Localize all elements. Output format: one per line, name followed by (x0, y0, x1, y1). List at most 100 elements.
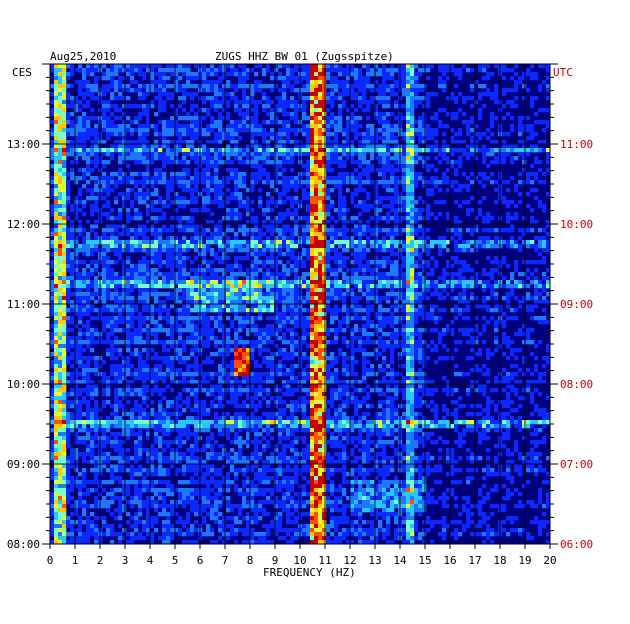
heatmap-cell (486, 152, 491, 157)
heatmap-cell (434, 184, 439, 189)
heatmap-cell (126, 284, 131, 289)
heatmap-cell (194, 156, 199, 161)
heatmap-cell (202, 252, 207, 257)
heatmap-cell (258, 88, 263, 93)
heatmap-cell (110, 152, 115, 157)
heatmap-cell (314, 108, 319, 113)
heatmap-cell (118, 224, 123, 229)
heatmap-cell (274, 296, 279, 301)
heatmap-cell (334, 80, 339, 85)
heatmap-cell (114, 132, 119, 137)
heatmap-cell (342, 140, 347, 145)
heatmap-cell (326, 256, 331, 261)
heatmap-cell (242, 128, 247, 133)
heatmap-cell (438, 284, 443, 289)
heatmap-cell (50, 280, 55, 285)
heatmap-cell (514, 240, 519, 245)
heatmap-cell (378, 152, 383, 157)
heatmap-cell (106, 128, 111, 133)
heatmap-cell (142, 300, 147, 305)
heatmap-cell (310, 216, 315, 221)
heatmap-cell (274, 164, 279, 169)
heatmap-cell (322, 276, 327, 281)
heatmap-cell (330, 104, 335, 109)
heatmap-cell (70, 300, 75, 305)
heatmap-cell (318, 284, 323, 289)
heatmap-cell (542, 260, 547, 265)
heatmap-cell (310, 244, 315, 249)
heatmap-cell (414, 120, 419, 125)
heatmap-cell (526, 124, 531, 129)
heatmap-cell (234, 244, 239, 249)
heatmap-cell (390, 304, 395, 309)
heatmap-cell (194, 168, 199, 173)
heatmap-cell (186, 76, 191, 81)
heatmap-cell (374, 204, 379, 209)
heatmap-cell (470, 232, 475, 237)
heatmap-cell (354, 272, 359, 277)
heatmap-cell (490, 172, 495, 177)
heatmap-cell (162, 172, 167, 177)
heatmap-cell (130, 268, 135, 273)
heatmap-cell (506, 284, 511, 289)
heatmap-cell (462, 284, 467, 289)
heatmap-cell (70, 148, 75, 153)
heatmap-cell (282, 180, 287, 185)
heatmap-cell (322, 280, 327, 285)
heatmap-cell (406, 272, 411, 277)
heatmap-cell (410, 88, 415, 93)
heatmap-cell (150, 204, 155, 209)
heatmap-cell (378, 92, 383, 97)
heatmap-cell (230, 132, 235, 137)
heatmap-cell (122, 192, 127, 197)
heatmap-cell (474, 260, 479, 265)
heatmap-cell (546, 276, 551, 281)
heatmap-cell (502, 68, 507, 73)
heatmap-cell (470, 136, 475, 141)
heatmap-cell (134, 148, 139, 153)
heatmap-cell (234, 140, 239, 145)
heatmap-cell (106, 184, 111, 189)
heatmap-cell (410, 124, 415, 129)
heatmap-cell (310, 160, 315, 165)
heatmap-cell (402, 284, 407, 289)
heatmap-cell (134, 276, 139, 281)
heatmap-cell (518, 192, 523, 197)
heatmap-cell (422, 236, 427, 241)
heatmap-cell (310, 64, 315, 69)
heatmap-cell (106, 68, 111, 73)
heatmap-cell (66, 188, 71, 193)
heatmap-cell (314, 276, 319, 281)
heatmap-cell (534, 288, 539, 293)
heatmap-cell (218, 68, 223, 73)
heatmap-cell (86, 308, 91, 313)
heatmap-cell (354, 120, 359, 125)
heatmap-cell (258, 308, 263, 313)
heatmap-cell (278, 248, 283, 253)
heatmap-cell (294, 264, 299, 269)
heatmap-cell (110, 104, 115, 109)
heatmap-cell (306, 248, 311, 253)
heatmap-cell (514, 296, 519, 301)
heatmap-cell (410, 216, 415, 221)
heatmap-cell (330, 296, 335, 301)
heatmap-cell (282, 108, 287, 113)
heatmap-cell (370, 100, 375, 105)
heatmap-cell (270, 200, 275, 205)
heatmap-cell (210, 72, 215, 77)
heatmap-cell (154, 192, 159, 197)
heatmap-cell (66, 232, 71, 237)
heatmap-cell (346, 92, 351, 97)
heatmap-cell (278, 236, 283, 241)
heatmap-cell (230, 244, 235, 249)
heatmap-cell (218, 128, 223, 133)
heatmap-cell (326, 260, 331, 265)
heatmap-cell (78, 220, 83, 225)
heatmap-cell (234, 208, 239, 213)
heatmap-cell (146, 124, 151, 129)
heatmap-cell (314, 272, 319, 277)
heatmap-cell (110, 96, 115, 101)
heatmap-cell (154, 156, 159, 161)
heatmap-cell (290, 216, 295, 221)
heatmap-cell (322, 140, 327, 145)
